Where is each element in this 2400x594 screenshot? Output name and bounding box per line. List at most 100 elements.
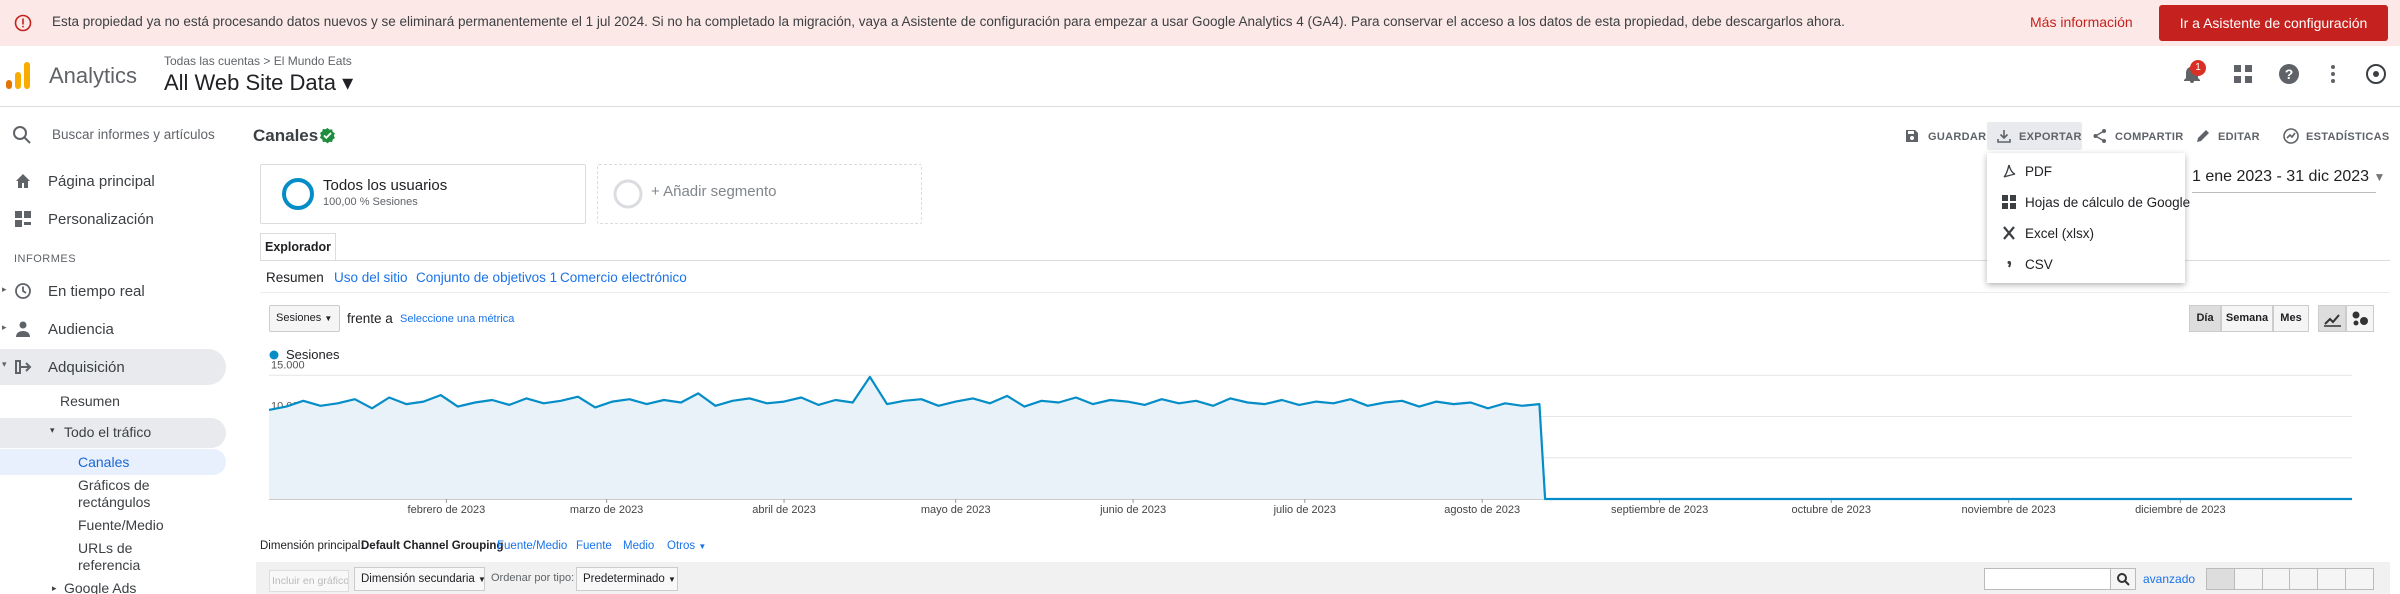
save-icon bbox=[1906, 130, 1918, 142]
table-search-button[interactable] bbox=[2110, 568, 2136, 590]
view-term-cloud[interactable] bbox=[2318, 569, 2347, 589]
subtab-divider bbox=[260, 292, 2390, 293]
logo bbox=[6, 62, 30, 89]
versus-label: frente a bbox=[347, 311, 393, 326]
date-underline bbox=[2192, 192, 2376, 193]
export-option[interactable]: Hojas de cálculo de Google bbox=[2025, 195, 2191, 210]
nav-item[interactable]: Personalización bbox=[48, 211, 154, 228]
table-view-buttons[interactable] bbox=[2206, 568, 2374, 590]
banner-message: Esta propiedad ya no está procesando dat… bbox=[52, 14, 1845, 29]
sheets-icon bbox=[2002, 195, 2016, 209]
segment-card[interactable] bbox=[260, 164, 586, 224]
x-tick-label: febrero de 2023 bbox=[408, 504, 486, 516]
secondary-dimension-text[interactable]: Dimensión secundaria bbox=[361, 573, 475, 585]
nav-subitem-selected[interactable]: Canales bbox=[78, 454, 130, 470]
csv-icon bbox=[2007, 261, 2012, 268]
view-name[interactable]: All Web Site Data bbox=[164, 70, 337, 95]
legend-marker bbox=[269, 350, 279, 360]
home-icon bbox=[16, 174, 30, 188]
breadcrumb-item[interactable]: Todas las cuentas bbox=[164, 54, 261, 68]
subtab[interactable]: Comercio electrónico bbox=[560, 270, 687, 285]
dimension-option[interactable]: Fuente/Medio bbox=[497, 540, 568, 552]
x-tick-label: noviembre de 2023 bbox=[1962, 504, 2056, 516]
dimension-option[interactable]: Medio bbox=[623, 540, 655, 552]
action-button[interactable]: GUARDAR bbox=[1928, 131, 1987, 143]
sort-value[interactable]: Predeterminado bbox=[583, 573, 665, 585]
more-icon[interactable] bbox=[2328, 64, 2338, 84]
search-input[interactable]: Buscar informes y artículos bbox=[52, 127, 215, 142]
expand-arrow[interactable]: ▸ bbox=[2, 284, 7, 294]
x-tick-label: marzo de 2023 bbox=[570, 504, 643, 516]
line-chart-button[interactable] bbox=[2318, 305, 2346, 332]
realtime-icon bbox=[15, 283, 31, 299]
verified-icon bbox=[320, 128, 335, 144]
x-tick-label: agosto de 2023 bbox=[1444, 504, 1520, 516]
view-pie[interactable] bbox=[2235, 569, 2263, 589]
date-range-text[interactable]: 1 ene 2023 - 31 dic 2023 bbox=[2192, 168, 2370, 185]
granularity-active[interactable]: Día bbox=[2189, 305, 2221, 332]
date-range[interactable]: 1 ene 2023 - 31 dic 2023 ▼ bbox=[2192, 168, 2386, 185]
expand-arrow[interactable]: ▸ bbox=[2, 322, 7, 332]
action-button[interactable]: EDITAR bbox=[2218, 131, 2260, 143]
nav-item[interactable]: En tiempo real bbox=[48, 283, 145, 300]
metric-name[interactable]: Sesiones bbox=[276, 312, 322, 324]
secondary-dimension[interactable]: Dimensión secundaria ▼ bbox=[354, 567, 486, 591]
add-segment[interactable]: + Añadir segmento bbox=[651, 183, 777, 200]
breadcrumb-item[interactable]: El Mundo Eats bbox=[273, 54, 352, 68]
subtab[interactable]: Conjunto de objetivos 1 bbox=[416, 270, 558, 285]
action-button[interactable]: ESTADÍSTICAS bbox=[2306, 131, 2390, 143]
setup-button[interactable]: Ir a Asistente de configuración bbox=[2159, 5, 2388, 41]
pdf-icon bbox=[2003, 164, 2016, 178]
line-chart-icon bbox=[2324, 314, 2341, 327]
more-info-link[interactable]: Más información bbox=[2030, 14, 2133, 30]
segment-detail: 100,00 % Sesiones bbox=[323, 196, 418, 208]
collapse-arrow[interactable]: ▾ bbox=[2, 359, 7, 369]
dimension-option[interactable]: Otros ▼ bbox=[667, 540, 707, 552]
nav-subitem[interactable]: Resumen bbox=[60, 393, 120, 409]
dimension-option[interactable]: Fuente bbox=[576, 540, 612, 552]
collapse-arrow[interactable]: ▾ bbox=[50, 425, 55, 435]
action-button[interactable]: EXPORTAR bbox=[2019, 131, 2082, 143]
action-button[interactable]: COMPARTIR bbox=[2115, 131, 2184, 143]
nav-item[interactable]: Adquisición bbox=[48, 359, 125, 376]
advanced-link[interactable]: avanzado bbox=[2143, 572, 2196, 586]
add-segment-card[interactable] bbox=[597, 164, 922, 224]
breadcrumb[interactable]: Todas las cuentas > El Mundo Eats bbox=[164, 54, 352, 68]
sort-select[interactable]: Predeterminado ▼ bbox=[576, 567, 678, 591]
tab-active[interactable]: Explorador bbox=[260, 233, 336, 261]
help-icon[interactable]: ? bbox=[2278, 63, 2300, 85]
subtab[interactable]: Uso del sitio bbox=[334, 270, 408, 285]
motion-chart-button[interactable] bbox=[2346, 305, 2374, 332]
header-divider bbox=[0, 106, 2400, 107]
export-option[interactable]: Excel (xlsx) bbox=[2025, 226, 2095, 241]
nav-item[interactable]: Audiencia bbox=[48, 321, 114, 338]
export-option[interactable]: PDF bbox=[2025, 164, 2052, 179]
expand-arrow[interactable]: ▸ bbox=[52, 583, 57, 593]
select-metric-link[interactable]: Seleccione una métrica bbox=[400, 313, 515, 325]
apps-icon[interactable] bbox=[2233, 64, 2253, 84]
nav-subitem[interactable]: Gráficos de rectángulos bbox=[78, 477, 151, 510]
granularity-button[interactable]: Semana bbox=[2221, 305, 2273, 332]
granularity-button[interactable]: Mes bbox=[2273, 305, 2309, 332]
export-option[interactable]: CSV bbox=[2025, 257, 2053, 272]
nav-subitem[interactable]: URLs de referencia bbox=[78, 540, 141, 573]
view-comparison[interactable] bbox=[2290, 569, 2319, 589]
report-title: Canales bbox=[253, 126, 319, 145]
account-avatar[interactable] bbox=[2364, 62, 2392, 86]
dimension-label: Dimensión principal: bbox=[260, 540, 364, 552]
dimension-selected[interactable]: Default Channel Grouping bbox=[361, 540, 504, 552]
nav-subitem[interactable]: Fuente/Medio bbox=[78, 517, 164, 533]
view-performance[interactable] bbox=[2263, 569, 2291, 589]
notification-badge: 1 bbox=[2190, 60, 2206, 76]
subtab-active[interactable]: Resumen bbox=[266, 270, 324, 285]
view-selector[interactable]: All Web Site Data ▾ bbox=[164, 70, 354, 95]
view-table[interactable] bbox=[2207, 569, 2235, 589]
plot-rows-button[interactable]: Incluir en gráfico bbox=[269, 570, 349, 592]
nav-item[interactable]: Página principal bbox=[48, 173, 155, 190]
nav-subitem[interactable]: Todo el tráfico bbox=[64, 424, 152, 440]
series-line bbox=[268, 375, 2352, 501]
metric-select[interactable]: Sesiones ▼ bbox=[269, 305, 340, 332]
dimension-option-text[interactable]: Otros bbox=[667, 540, 696, 552]
nav-subitem[interactable]: Google Ads bbox=[64, 580, 137, 594]
